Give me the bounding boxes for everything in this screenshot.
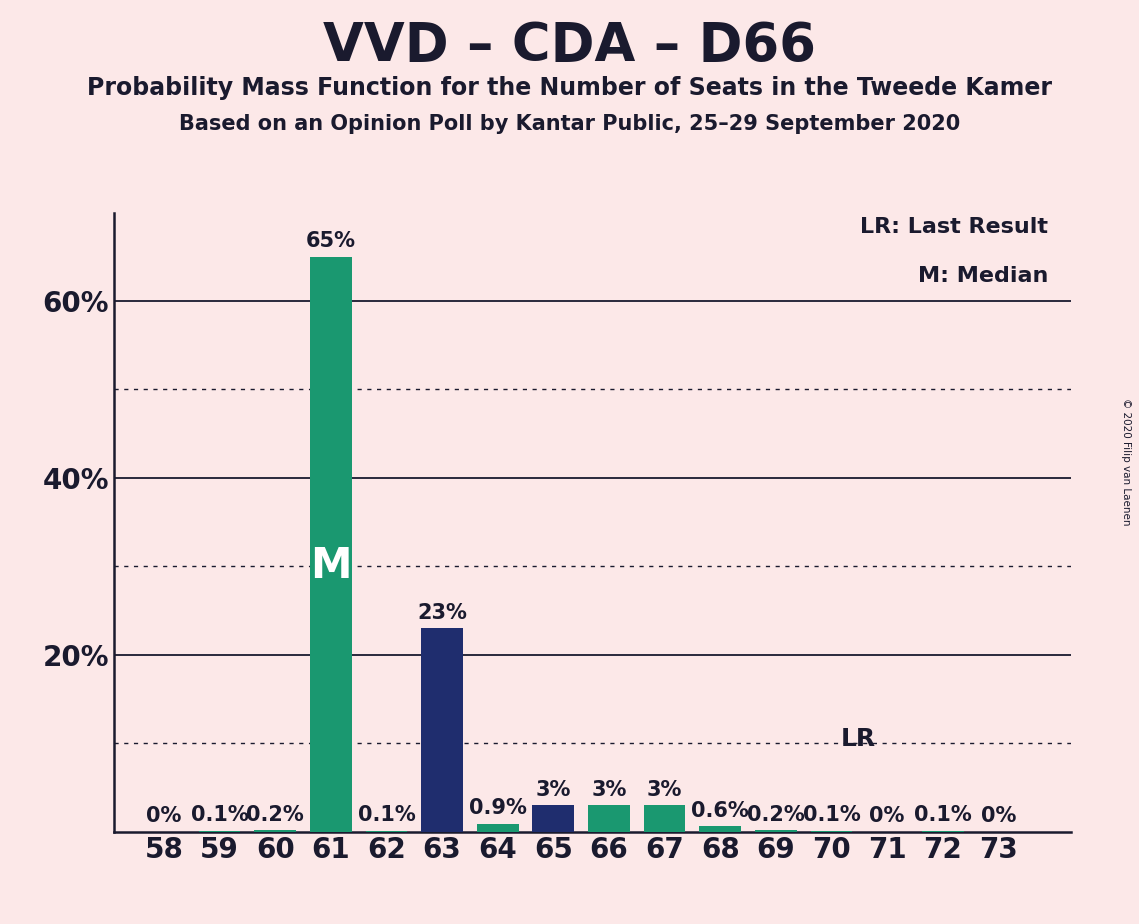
Text: 0.1%: 0.1% — [190, 806, 248, 825]
Text: M: M — [310, 545, 352, 588]
Text: 3%: 3% — [591, 780, 626, 800]
Text: 3%: 3% — [535, 780, 571, 800]
Bar — [533, 805, 574, 832]
Text: 0%: 0% — [981, 807, 1016, 826]
Text: 0.2%: 0.2% — [246, 805, 304, 824]
Bar — [477, 823, 518, 832]
Bar — [310, 257, 352, 832]
Bar — [588, 805, 630, 832]
Text: 0%: 0% — [146, 807, 181, 826]
Text: Based on an Opinion Poll by Kantar Public, 25–29 September 2020: Based on an Opinion Poll by Kantar Publi… — [179, 114, 960, 134]
Text: 0.1%: 0.1% — [913, 806, 972, 825]
Text: LR: Last Result: LR: Last Result — [860, 217, 1048, 237]
Bar — [699, 826, 741, 832]
Text: 0.6%: 0.6% — [691, 801, 749, 821]
Text: 0.1%: 0.1% — [358, 806, 416, 825]
Text: 23%: 23% — [417, 602, 467, 623]
Text: 0%: 0% — [869, 807, 904, 826]
Text: M: Median: M: Median — [918, 265, 1048, 286]
Bar — [644, 805, 686, 832]
Bar — [254, 830, 296, 832]
Text: VVD – CDA – D66: VVD – CDA – D66 — [323, 20, 816, 72]
Text: 3%: 3% — [647, 780, 682, 800]
Bar — [421, 628, 462, 832]
Text: 0.1%: 0.1% — [803, 806, 860, 825]
Text: Probability Mass Function for the Number of Seats in the Tweede Kamer: Probability Mass Function for the Number… — [87, 76, 1052, 100]
Text: 0.9%: 0.9% — [469, 798, 526, 819]
Text: 0.2%: 0.2% — [747, 805, 805, 824]
Bar — [755, 830, 796, 832]
Text: LR: LR — [841, 727, 876, 750]
Text: 65%: 65% — [306, 231, 355, 251]
Text: © 2020 Filip van Laenen: © 2020 Filip van Laenen — [1121, 398, 1131, 526]
